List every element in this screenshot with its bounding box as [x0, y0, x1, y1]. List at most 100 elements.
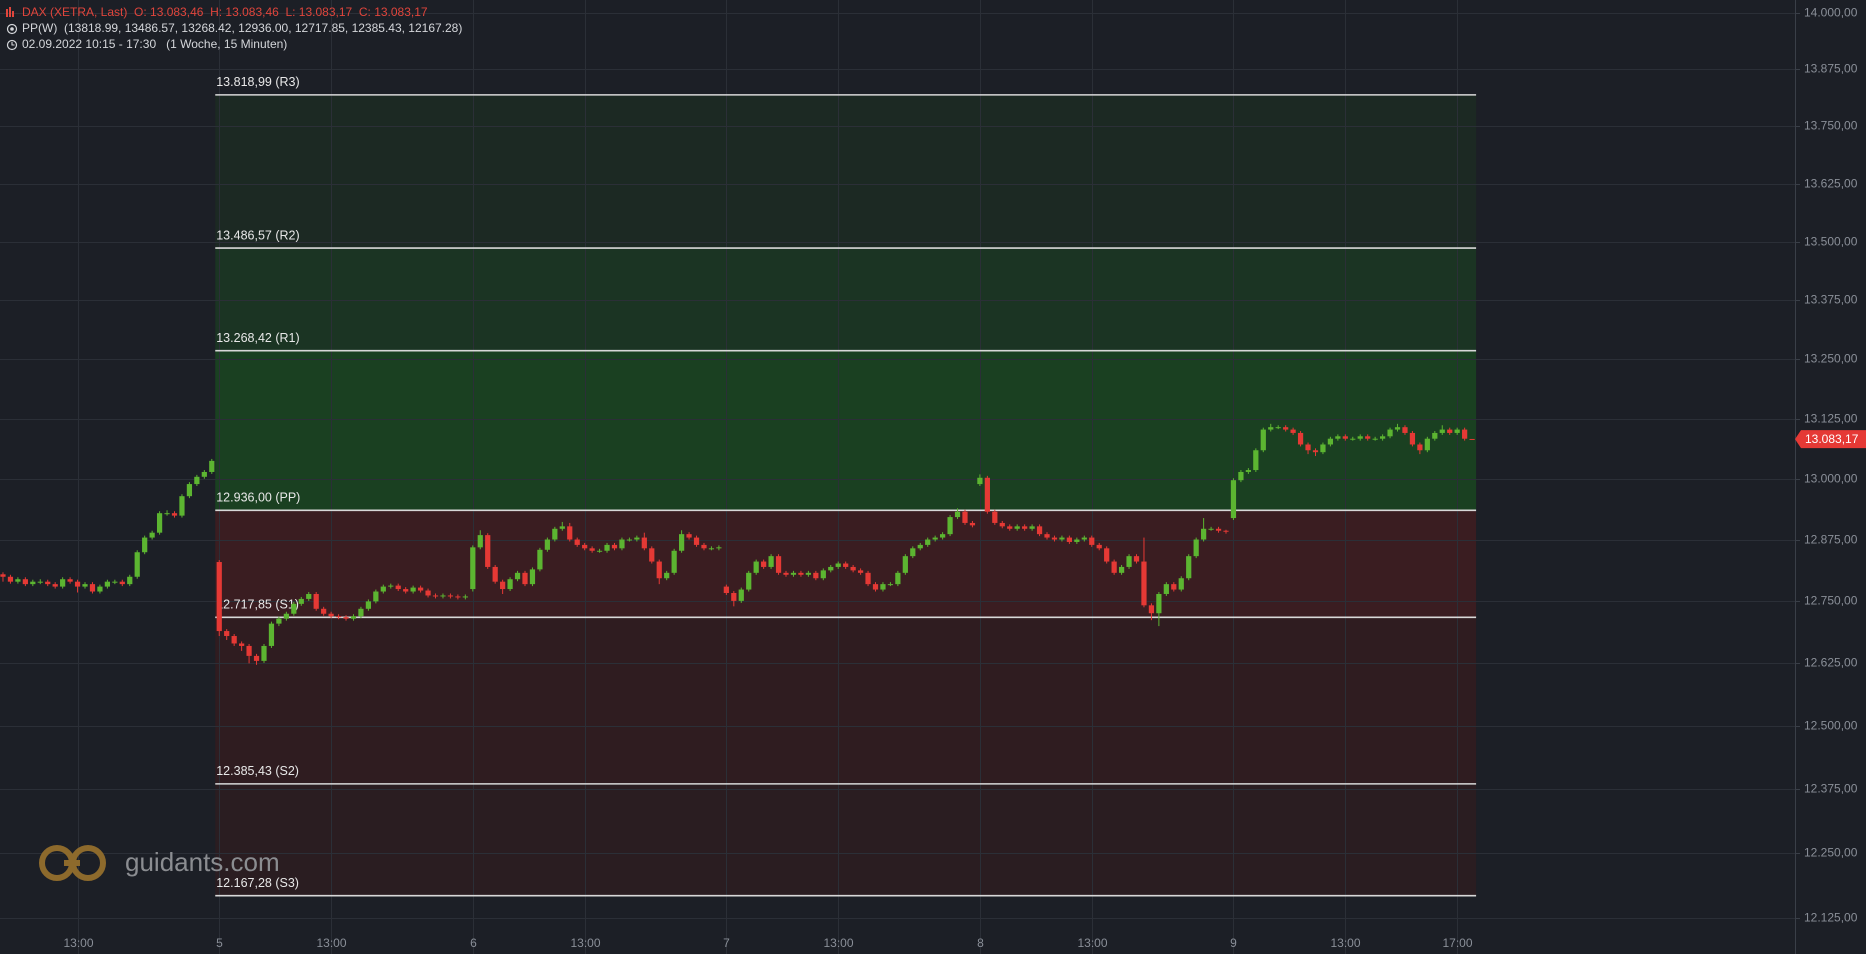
candle-body	[1335, 436, 1341, 439]
candle-body	[1238, 471, 1244, 481]
candle-body	[716, 547, 722, 549]
candle-body	[798, 572, 804, 575]
candle-body	[738, 589, 744, 601]
candle-body	[962, 511, 968, 523]
clock-hands	[11, 42, 15, 46]
candle-body	[1447, 429, 1453, 433]
candle-body	[1424, 438, 1430, 451]
candle-body	[671, 550, 677, 573]
y-axis: 12.125,00 12.250,00 12.375,00 12.500,00 12.6…	[1795, 6, 1866, 925]
candle-body	[447, 595, 454, 597]
candle-body	[850, 566, 856, 571]
pivot-zone	[215, 350, 1477, 511]
candle-body	[1036, 526, 1043, 535]
x-tick-label: 6	[470, 936, 477, 950]
candle-body	[1379, 436, 1386, 439]
candle-body	[693, 537, 700, 545]
candle-body	[1402, 427, 1408, 433]
pivot-zone	[215, 617, 1477, 784]
candle-body	[1223, 530, 1229, 532]
candle-body	[872, 584, 879, 590]
candle-body	[1454, 429, 1460, 433]
logo-bar	[64, 860, 80, 866]
candle-body	[127, 576, 133, 585]
candle-body	[940, 534, 946, 538]
candle-body	[656, 561, 662, 579]
candle-body	[768, 556, 774, 567]
candle-body	[388, 585, 394, 587]
candle-body	[723, 586, 729, 594]
candle-body	[604, 544, 610, 551]
candle-body	[1462, 429, 1468, 439]
candle-body	[701, 544, 707, 549]
candle-body	[783, 572, 789, 575]
candle-body	[1044, 534, 1050, 538]
pivot-label: 12.717,85 (S1)	[216, 598, 299, 612]
y-tick-label: 13.250,00	[1804, 352, 1858, 366]
candle-body	[1163, 584, 1169, 594]
candle-body	[895, 572, 901, 585]
candle-body	[835, 563, 841, 567]
candle-body	[1394, 427, 1401, 430]
candle-body	[425, 590, 431, 596]
candle-body	[828, 566, 834, 571]
indicator-icon-dot	[10, 27, 14, 31]
candle-body	[1089, 537, 1095, 545]
y-tick-label: 13.625,00	[1804, 177, 1858, 191]
candle-body	[239, 643, 245, 646]
candle-body	[60, 579, 66, 587]
candle-body	[0, 574, 6, 577]
x-tick-label: 7	[723, 936, 730, 950]
candle-body	[30, 581, 36, 585]
last-price-box	[1795, 430, 1866, 449]
candle-body	[999, 522, 1005, 527]
y-tick-label: 12.250,00	[1804, 846, 1858, 860]
y-tick-label: 13.500,00	[1804, 235, 1858, 249]
candle-body	[529, 569, 536, 585]
candle-body	[410, 587, 416, 592]
candle-body	[634, 537, 640, 540]
candle-body	[1439, 429, 1445, 433]
plot-area: 13.818,99 (R3) 13.486,57 (R2) 13.268,42 (R…	[0, 0, 1795, 954]
candle-body	[1186, 556, 1192, 579]
candle-body	[857, 570, 864, 573]
candle-body	[1148, 605, 1155, 614]
candle-body	[753, 561, 759, 573]
candle-body	[209, 460, 215, 472]
instrument-line: DAX (XETRA, Last) O: 13.083,46 H: 13.083…	[22, 5, 428, 19]
candle-body	[1387, 429, 1393, 437]
candle-body	[813, 572, 819, 579]
candle-body	[395, 585, 401, 590]
candle-body	[380, 586, 386, 592]
candle-body	[1275, 427, 1281, 429]
candle-body	[1290, 429, 1296, 433]
candle-body	[1007, 526, 1013, 529]
y-tick-label: 14.000,00	[1804, 6, 1858, 20]
header: DAX (XETRA, Last) O: 13.083,46 H: 13.083…	[6, 5, 462, 51]
candle-body	[805, 572, 811, 575]
x-tick-label: 13:00	[63, 936, 93, 950]
candle-body	[1215, 528, 1222, 531]
candle-body	[1096, 544, 1102, 549]
candle-body	[522, 572, 528, 585]
candle-body	[708, 548, 715, 550]
candle-body	[37, 581, 43, 583]
pivot-zone	[215, 783, 1477, 896]
candle-body	[313, 593, 319, 609]
candle-body	[1245, 470, 1251, 472]
pivot-label: 12.167,28 (S3)	[216, 876, 299, 890]
candle-body	[790, 572, 797, 575]
candle-body	[954, 511, 961, 518]
candle-body	[1350, 438, 1356, 440]
indicator-line: PP(W) (13818.99, 13486.57, 13268.42, 129…	[22, 21, 462, 35]
candle-body	[164, 513, 170, 515]
candle-body	[1312, 450, 1319, 453]
y-tick-label: 12.125,00	[1804, 911, 1858, 925]
y-tick-label: 12.625,00	[1804, 656, 1858, 670]
candle-body	[261, 645, 267, 661]
candle-body	[1133, 556, 1140, 562]
candle-body	[589, 548, 595, 551]
candle-body	[216, 562, 222, 632]
candle-body	[917, 544, 923, 549]
